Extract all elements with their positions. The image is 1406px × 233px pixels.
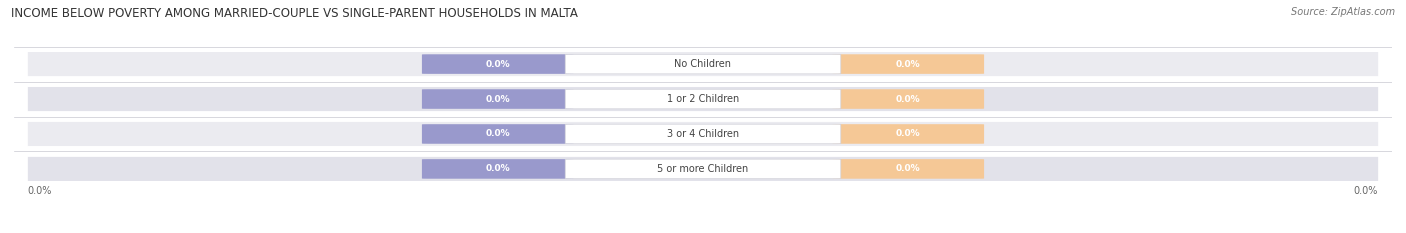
FancyBboxPatch shape xyxy=(565,89,841,109)
FancyBboxPatch shape xyxy=(28,87,1378,111)
Text: 0.0%: 0.0% xyxy=(896,164,921,173)
Text: 0.0%: 0.0% xyxy=(896,95,921,103)
FancyBboxPatch shape xyxy=(832,54,984,74)
FancyBboxPatch shape xyxy=(28,52,1378,76)
FancyBboxPatch shape xyxy=(422,124,574,144)
FancyBboxPatch shape xyxy=(565,159,841,179)
FancyBboxPatch shape xyxy=(565,124,841,144)
FancyBboxPatch shape xyxy=(832,89,984,109)
FancyBboxPatch shape xyxy=(832,124,984,144)
Text: 0.0%: 0.0% xyxy=(896,60,921,69)
FancyBboxPatch shape xyxy=(28,122,1378,146)
FancyBboxPatch shape xyxy=(832,159,984,179)
FancyBboxPatch shape xyxy=(28,157,1378,181)
Text: 0.0%: 0.0% xyxy=(896,130,921,138)
Text: 0.0%: 0.0% xyxy=(1354,186,1378,196)
FancyBboxPatch shape xyxy=(422,54,574,74)
Text: 1 or 2 Children: 1 or 2 Children xyxy=(666,94,740,104)
FancyBboxPatch shape xyxy=(422,89,574,109)
Text: No Children: No Children xyxy=(675,59,731,69)
Text: 0.0%: 0.0% xyxy=(28,186,52,196)
FancyBboxPatch shape xyxy=(422,159,574,179)
Text: INCOME BELOW POVERTY AMONG MARRIED-COUPLE VS SINGLE-PARENT HOUSEHOLDS IN MALTA: INCOME BELOW POVERTY AMONG MARRIED-COUPL… xyxy=(11,7,578,20)
Text: Source: ZipAtlas.com: Source: ZipAtlas.com xyxy=(1291,7,1395,17)
Text: 3 or 4 Children: 3 or 4 Children xyxy=(666,129,740,139)
FancyBboxPatch shape xyxy=(565,54,841,74)
Text: 0.0%: 0.0% xyxy=(485,164,510,173)
Text: 0.0%: 0.0% xyxy=(485,95,510,103)
Text: 0.0%: 0.0% xyxy=(485,60,510,69)
Text: 0.0%: 0.0% xyxy=(485,130,510,138)
Text: 5 or more Children: 5 or more Children xyxy=(658,164,748,174)
